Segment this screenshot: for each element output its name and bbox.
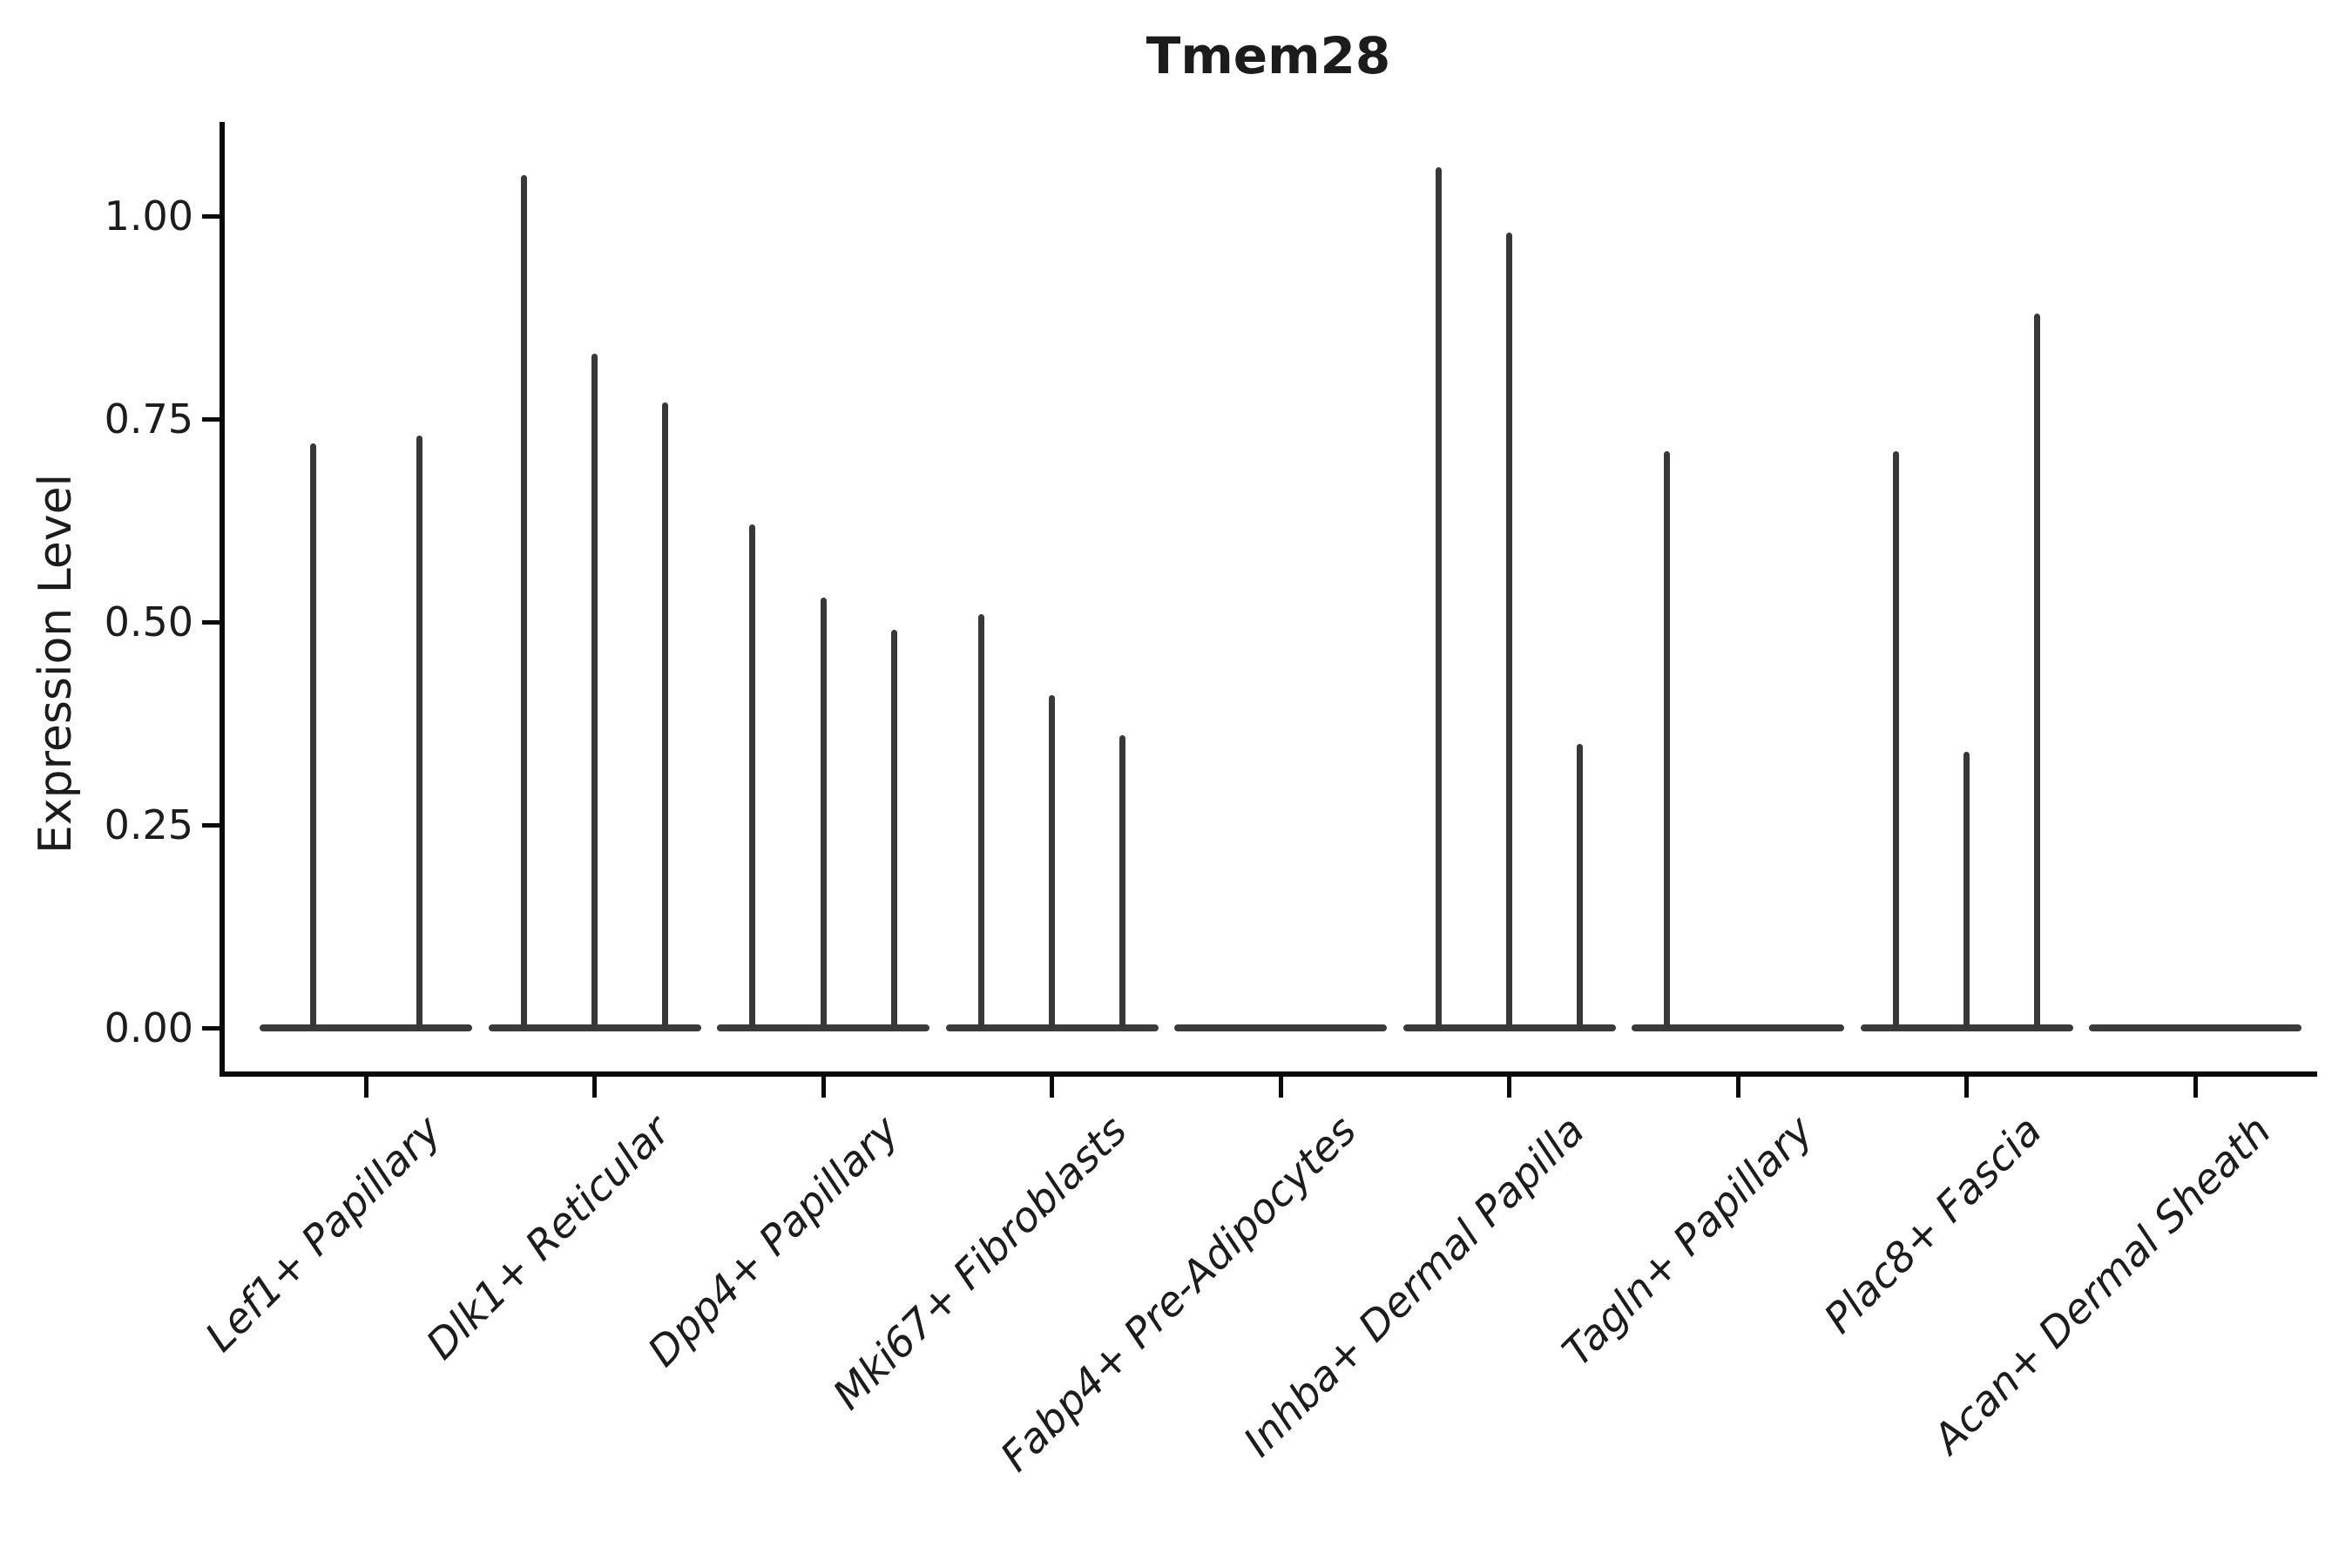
violin-spike [591, 354, 598, 1028]
violin-baseline [2089, 1024, 2301, 1031]
y-tick-label: 0.00 [104, 1004, 193, 1051]
violin-spike [2034, 313, 2041, 1028]
violin-spike [1435, 167, 1442, 1028]
violin-spike [1963, 752, 1970, 1028]
y-tick-label: 0.50 [104, 598, 193, 645]
x-tick-mark [821, 1077, 826, 1098]
violin-spike [1664, 451, 1671, 1028]
y-axis-title: Expression Level [30, 473, 82, 855]
x-tick-label: Tagln+ Papillary [1553, 1106, 1823, 1376]
x-tick-mark [592, 1077, 597, 1098]
y-tick-mark [202, 619, 221, 625]
x-tick-mark [1735, 1077, 1740, 1098]
violin-baseline [1860, 1024, 2073, 1031]
x-tick-label: Lef1+ Papillary [196, 1106, 451, 1362]
x-tick-label: Plac8+ Fascia [1815, 1106, 2051, 1343]
violin-spike [1892, 451, 1899, 1028]
violin-baseline [488, 1024, 701, 1031]
x-tick-mark [1050, 1077, 1054, 1098]
violin-baseline [1632, 1024, 1844, 1031]
y-tick-label: 1.00 [104, 193, 193, 240]
x-tick-label: Dpp4+ Papillary [639, 1106, 909, 1376]
x-tick-label: Dlk1+ Reticular [417, 1106, 679, 1369]
x-tick-mark [2193, 1077, 2198, 1098]
x-tick-mark [1278, 1077, 1283, 1098]
y-tick-mark [202, 1025, 221, 1031]
x-axis-spine [220, 1071, 2317, 1077]
violin-baseline [1174, 1024, 1387, 1031]
x-tick-mark [1964, 1077, 1969, 1098]
violin-spike [1577, 743, 1584, 1028]
violin-baseline [260, 1024, 472, 1031]
y-tick-mark [202, 213, 221, 219]
y-tick-mark [202, 416, 221, 422]
chart-title: Tmem28 [1146, 26, 1391, 85]
y-tick-label: 0.75 [104, 395, 193, 443]
y-tick-mark [202, 822, 221, 828]
violin-spike [1049, 694, 1055, 1028]
x-tick-mark [363, 1077, 368, 1098]
violin-spike [749, 524, 756, 1028]
violin-spike [1506, 232, 1512, 1028]
violin-spike [890, 630, 897, 1028]
violin-spike [1119, 735, 1126, 1028]
violin-spike [820, 598, 827, 1028]
violin-baseline [717, 1024, 929, 1031]
violin-spike [416, 435, 422, 1028]
violin-spike [520, 175, 527, 1028]
violin-baseline [1402, 1024, 1616, 1031]
violin-baseline [945, 1024, 1159, 1031]
y-axis-spine [220, 122, 225, 1077]
violin-spike [662, 402, 669, 1028]
violin-spike [977, 613, 984, 1028]
y-tick-label: 0.25 [104, 801, 193, 848]
x-tick-mark [1507, 1077, 1511, 1098]
violin-spike [309, 443, 316, 1028]
